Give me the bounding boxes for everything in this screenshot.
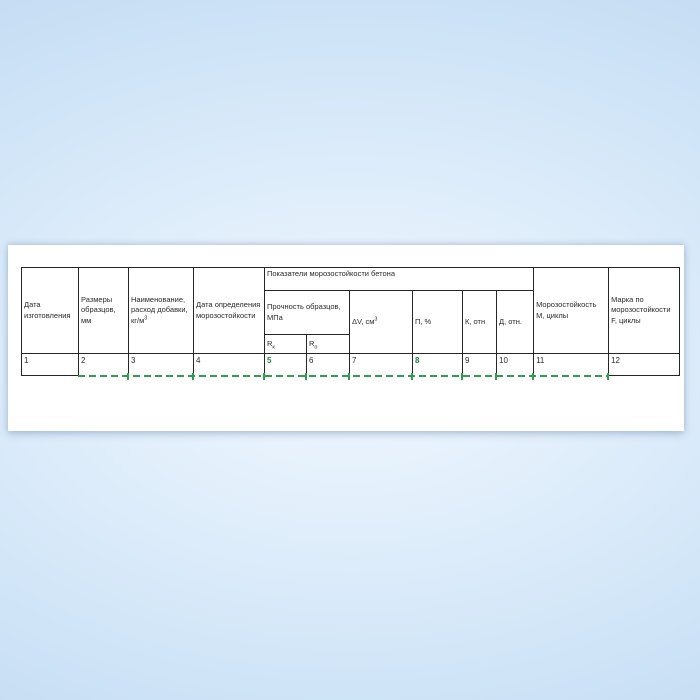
document-page: Дата изготовления Размеры образцов, мм Н… <box>8 245 684 431</box>
column-number-10: 10 <box>495 353 535 376</box>
column-number-9: 9 <box>462 353 497 376</box>
column-number-3: 3 <box>128 353 194 376</box>
ro-base: R <box>309 338 315 348</box>
frost-resistance-table: Дата изготовления Размеры образцов, мм Н… <box>21 267 681 380</box>
green-dashed-border <box>78 375 608 377</box>
rk-subscript: к <box>272 344 275 351</box>
green-border-stub <box>348 373 350 380</box>
col-header-additive: Наименование, расход добавки, кг/м3 <box>128 267 194 354</box>
journal-table: Дата изготовления Размеры образцов, мм Н… <box>21 267 681 376</box>
col-header-delta-v: ΔV, см3 <box>349 290 413 354</box>
col-header-rk: Rк <box>264 334 307 354</box>
green-border-stub <box>532 373 534 380</box>
column-number-2: 2 <box>78 353 129 376</box>
green-border-stub <box>461 373 463 380</box>
green-border-stub <box>263 373 265 380</box>
rk-base: R <box>267 338 273 348</box>
column-number-12: 12 <box>608 353 681 376</box>
delta-v-label: ΔV, см <box>352 316 375 326</box>
column-number-7: 7 <box>349 353 413 376</box>
col-header-ro: Rо <box>306 334 350 354</box>
delta-v-superscript: 3 <box>374 316 378 323</box>
green-border-stub <box>607 373 609 380</box>
col-header-strength: Прочность образцов, МПа <box>264 290 350 335</box>
col-header-frost-resistance-m: Морозостойкость М, циклы <box>533 267 610 354</box>
column-number-1: 1 <box>21 353 79 376</box>
col-header-determination-date: Дата определения морозостойкости <box>193 267 265 354</box>
column-number-8: 8 <box>412 353 463 376</box>
column-number-11: 11 <box>533 353 610 376</box>
col-header-grade-f: Марка по морозостойкости F, циклы <box>608 267 681 354</box>
column-number-6: 6 <box>306 353 350 376</box>
green-border-stub <box>192 373 194 380</box>
col-header-sample-size: Размеры образцов, мм <box>78 267 129 354</box>
col-header-manufacture-date: Дата изготовления <box>21 267 79 354</box>
green-border-stub <box>305 373 307 380</box>
col-header-p-percent: П, % <box>412 290 463 354</box>
group-header-frost-indicators: Показатели морозостойкости бетона <box>263 267 535 291</box>
green-border-stub <box>411 373 413 380</box>
additive-superscript: 3 <box>144 315 148 322</box>
green-border-stub <box>495 373 497 380</box>
col-header-k-rel: К, отн <box>462 290 497 354</box>
column-number-5: 5 <box>264 353 307 376</box>
additive-label: Наименование, расход добавки, кг/м <box>131 294 188 325</box>
ro-subscript: о <box>314 344 318 351</box>
column-number-4: 4 <box>193 353 265 376</box>
green-border-stub <box>127 373 129 380</box>
col-header-d-rel: Д, отн. <box>495 290 535 354</box>
